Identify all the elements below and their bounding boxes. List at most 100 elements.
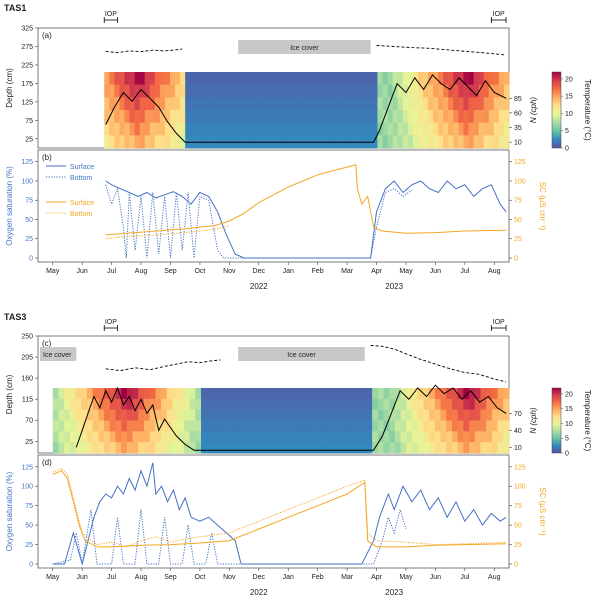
temperature-cell [269, 398, 276, 410]
temperature-cell [143, 431, 151, 443]
iop-label: IOP [105, 319, 117, 326]
temperature-cell [240, 420, 248, 432]
temperature-cell [246, 420, 253, 432]
temperature-cell [389, 431, 396, 443]
temperature-cell [451, 398, 459, 410]
temperature-cell [417, 122, 424, 136]
temperature-cell [493, 72, 500, 85]
temperature-cell [483, 84, 490, 98]
temperature-cell [483, 97, 490, 111]
temperature-cell [478, 97, 485, 111]
temperature-cell [119, 110, 125, 123]
temperature-cell [297, 442, 305, 454]
temperature-cell [161, 409, 168, 421]
temperature-cell [261, 97, 267, 111]
temperature-cell [143, 420, 151, 432]
temperature-cell [58, 442, 65, 454]
temperature-cell [164, 135, 171, 149]
temperature-cell [355, 388, 362, 400]
temperature-cell [417, 442, 424, 454]
temperature-cell [407, 84, 414, 98]
temperature-cell [206, 409, 213, 421]
temperature-cell [389, 409, 396, 421]
temperature-cell [463, 135, 469, 149]
temperature-cell [223, 388, 230, 400]
temperature-cell [453, 84, 459, 98]
temperature-cell [394, 398, 402, 410]
right-tick-label: 10 [514, 140, 522, 147]
temperature-cell [266, 97, 272, 111]
temperature-cell [161, 442, 168, 454]
temperature-cell [503, 398, 510, 410]
temperature-cell [240, 84, 247, 98]
y-tick-label: 160 [21, 376, 33, 383]
temperature-cell [115, 420, 122, 432]
temperature-cell [149, 420, 156, 432]
temperature-cell [478, 135, 485, 149]
temperature-cell [292, 388, 299, 400]
temperature-cell [417, 431, 424, 443]
temperature-cell [446, 409, 453, 421]
temperature-cell [315, 398, 322, 410]
y-tick-label: 225 [21, 62, 33, 69]
y-tick-label: 325 [21, 26, 33, 33]
temperature-cell [170, 84, 176, 98]
temperature-cell [394, 388, 402, 400]
temperature-cell [220, 72, 227, 85]
temperature-cell [98, 442, 105, 454]
temperature-cell [320, 409, 327, 421]
temperature-cell [185, 72, 191, 85]
temperature-cell [210, 84, 216, 98]
temperature-cell [261, 122, 267, 136]
temperature-cell [281, 122, 287, 136]
temperature-cell [352, 97, 358, 111]
temperature-cell [149, 409, 156, 421]
temperature-cell [246, 442, 253, 454]
temperature-cell [178, 442, 185, 454]
temperature-cell [429, 420, 436, 432]
x-tick-label: Jun [430, 268, 441, 275]
temperature-cell [281, 110, 287, 123]
temperature-cell [98, 409, 105, 421]
site-title: TAS3 [4, 312, 26, 322]
temperature-cell [109, 420, 116, 432]
temperature-cell [119, 72, 125, 85]
temperature-cell [438, 97, 444, 111]
right-axis-label: N (cph) [529, 407, 538, 434]
temperature-cell [266, 110, 272, 123]
temperature-cell [362, 84, 368, 98]
temperature-cell [256, 97, 262, 111]
temperature-cell [360, 431, 367, 443]
temperature-cell [352, 110, 358, 123]
temperature-cell [144, 110, 151, 123]
temperature-cell [252, 420, 259, 432]
x-tick-label: May [399, 268, 413, 275]
temperature-cell [347, 122, 353, 136]
temperature-cell [124, 122, 130, 136]
year-label: 2023 [385, 282, 403, 291]
temperature-cell [261, 72, 267, 85]
temperature-cell [183, 398, 191, 410]
temperature-cell [109, 409, 116, 421]
temperature-cell [394, 442, 402, 454]
temperature-cell [453, 135, 459, 149]
temperature-cell [315, 431, 322, 443]
temperature-cell [104, 97, 110, 111]
temperature-cell [180, 84, 186, 98]
temperature-cell [332, 409, 339, 421]
temperature-cell [503, 110, 510, 123]
temperature-cell [343, 398, 350, 410]
temperature-cell [367, 110, 373, 123]
temperature-cell [172, 420, 179, 432]
temperature-cell [124, 97, 130, 111]
temperature-cell [81, 409, 88, 421]
temperature-cell [336, 110, 343, 123]
temperature-cell [286, 420, 293, 432]
temperature-cell [52, 431, 59, 443]
temperature-cell [422, 122, 429, 136]
x-tick-label: Oct [194, 268, 205, 275]
temperature-cell [503, 72, 510, 85]
right-tick-label: 25 [514, 542, 522, 549]
year-label: 2022 [250, 282, 268, 291]
temperature-cell [75, 409, 82, 421]
